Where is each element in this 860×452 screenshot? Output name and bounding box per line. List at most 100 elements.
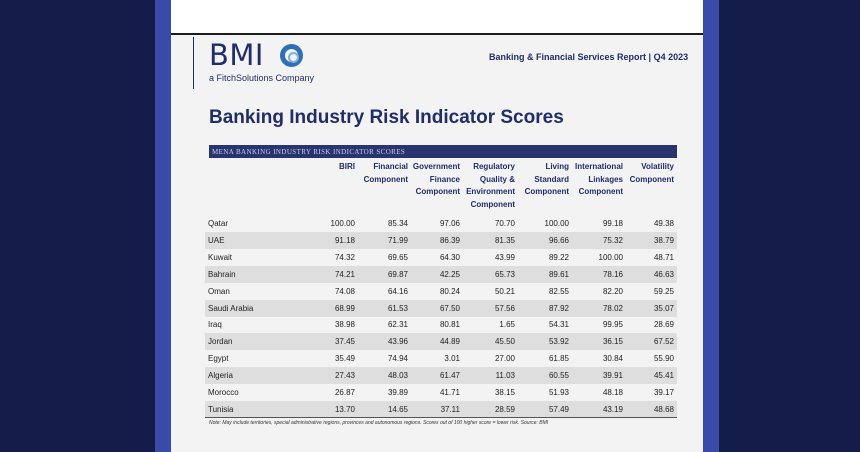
score-cell: 57.56 [494, 303, 515, 313]
score-cell: 67.50 [439, 303, 460, 313]
score-cell: 14.65 [387, 404, 408, 414]
column-header-line: Environment [466, 187, 515, 196]
column-header-line: Living [545, 162, 569, 171]
score-cell: 38.79 [653, 235, 674, 245]
column-header-line: Component [363, 174, 408, 184]
document-page: BMI a FitchSolutions Company Banking & F… [171, 35, 703, 452]
score-cell: 100.00 [598, 252, 623, 262]
column-header-line: Standard [534, 174, 569, 184]
column-header-line: Regulatory [473, 162, 515, 171]
score-cell: 82.20 [602, 286, 623, 296]
logo-divider [193, 37, 194, 89]
score-cell: 39.17 [653, 388, 674, 397]
score-cell: 69.65 [387, 252, 408, 262]
score-cell: 78.02 [602, 303, 623, 313]
score-cell: 68.99 [334, 303, 355, 313]
score-cell: 3.01 [444, 354, 460, 364]
score-cell: 48.03 [387, 371, 408, 381]
score-cell: 89.22 [548, 252, 569, 262]
score-cell: 80.24 [439, 286, 460, 296]
table-row: Algeria 27.43 48.03 61.47 11.03 60.55 39.91 45.… [205, 367, 677, 385]
score-cell: 55.90 [653, 354, 674, 364]
score-cell: 43.19 [602, 404, 623, 414]
country-cell: Egypt [208, 354, 229, 364]
country-cell: Algeria [208, 371, 233, 381]
table-row: Bahrain 74.21 69.87 42.25 65.73 89.61 78.16 46.… [205, 265, 677, 283]
column-header-line: Volatility [641, 162, 674, 171]
score-cell: 59.25 [653, 286, 674, 296]
score-cell: 57.49 [548, 404, 569, 414]
score-cell: 62.31 [387, 320, 408, 330]
table-bottom-rule [205, 417, 677, 418]
score-cell: 64.16 [387, 286, 408, 296]
score-cell: 48.18 [602, 388, 623, 397]
score-cell: 45.41 [653, 371, 674, 381]
table-row: Kuwait 74.32 69.65 64.30 43.99 89.22 100.00 48.… [205, 249, 677, 266]
score-cell: 99.95 [602, 320, 623, 330]
column-header: Living Standard Component [525, 161, 569, 199]
column-header-line: BIRI [339, 162, 355, 171]
score-cell: 28.69 [653, 320, 674, 330]
score-cell: 53.92 [548, 337, 569, 347]
score-cell: 89.61 [548, 269, 569, 279]
logo-subtitle: a FitchSolutions Company [209, 73, 315, 83]
column-header-line: International [574, 162, 623, 171]
score-cell: 80.81 [439, 320, 460, 330]
score-cell: 71.99 [387, 235, 408, 245]
score-cell: 100.00 [330, 219, 355, 228]
score-cell: 42.25 [439, 269, 460, 279]
score-cell: 85.34 [387, 219, 408, 228]
report-title: Banking & Financial Services Report | Q4… [489, 52, 689, 62]
score-cell: 41.71 [439, 388, 460, 397]
score-cell: 27.00 [494, 354, 515, 364]
score-cell: 54.31 [548, 320, 569, 330]
score-cell: 39.89 [387, 388, 408, 397]
column-header: Regulatory Quality & Environment Component [466, 161, 515, 211]
score-cell: 46.63 [653, 269, 674, 279]
previous-page-strip [171, 0, 703, 34]
score-cell: 61.53 [387, 303, 408, 313]
column-header: Volatility Component [630, 161, 674, 186]
score-cell: 97.06 [439, 219, 460, 228]
column-header-line: Government [412, 162, 460, 171]
country-cell: Oman [208, 286, 230, 296]
column-header: BIRI [339, 161, 355, 174]
score-cell: 48.68 [653, 404, 674, 414]
score-cell: 38.15 [494, 388, 515, 397]
left-border-band [155, 0, 171, 452]
score-cell: 26.87 [334, 388, 355, 397]
score-cell: 61.47 [439, 371, 460, 381]
right-border-band [703, 0, 719, 452]
score-cell: 48.71 [653, 252, 674, 262]
country-cell: Morocco [208, 388, 239, 397]
score-cell: 43.99 [494, 252, 515, 262]
column-header-line: Finance [429, 174, 460, 184]
score-cell: 70.70 [494, 219, 515, 228]
score-cell: 30.84 [602, 354, 623, 364]
score-cell: 67.52 [653, 337, 674, 347]
column-header-line: Quality & [479, 174, 515, 184]
score-cell: 36.15 [602, 337, 623, 347]
score-cell: 74.21 [334, 269, 355, 279]
score-cell: 39.91 [602, 371, 623, 381]
table-row: UAE 91.18 71.99 86.39 81.35 96.66 75.32 38.79 [205, 231, 677, 249]
column-header-line: Component [415, 187, 460, 196]
score-cell: 1.65 [499, 320, 515, 330]
bmi-logo-ring-icon [280, 44, 303, 67]
score-cell: 37.11 [440, 404, 460, 414]
score-cell: 74.32 [334, 252, 355, 262]
score-cell: 69.87 [387, 269, 408, 279]
score-cell: 61.85 [548, 354, 569, 364]
column-header-line: Component [629, 174, 674, 184]
score-cell: 82.55 [548, 286, 569, 296]
score-cell: 45.50 [494, 337, 515, 347]
score-cell: 81.35 [494, 235, 515, 245]
score-cell: 44.89 [439, 337, 460, 347]
country-cell: Iraq [208, 320, 222, 330]
country-cell: Saudi Arabia [208, 303, 254, 313]
score-cell: 50.21 [494, 286, 515, 296]
table-row: Saudi Arabia 68.99 61.53 67.50 57.56 87.92 78.… [205, 299, 677, 317]
score-cell: 11.03 [495, 371, 515, 381]
column-header-line: Linkages [588, 174, 623, 184]
score-cell: 38.98 [334, 320, 355, 330]
